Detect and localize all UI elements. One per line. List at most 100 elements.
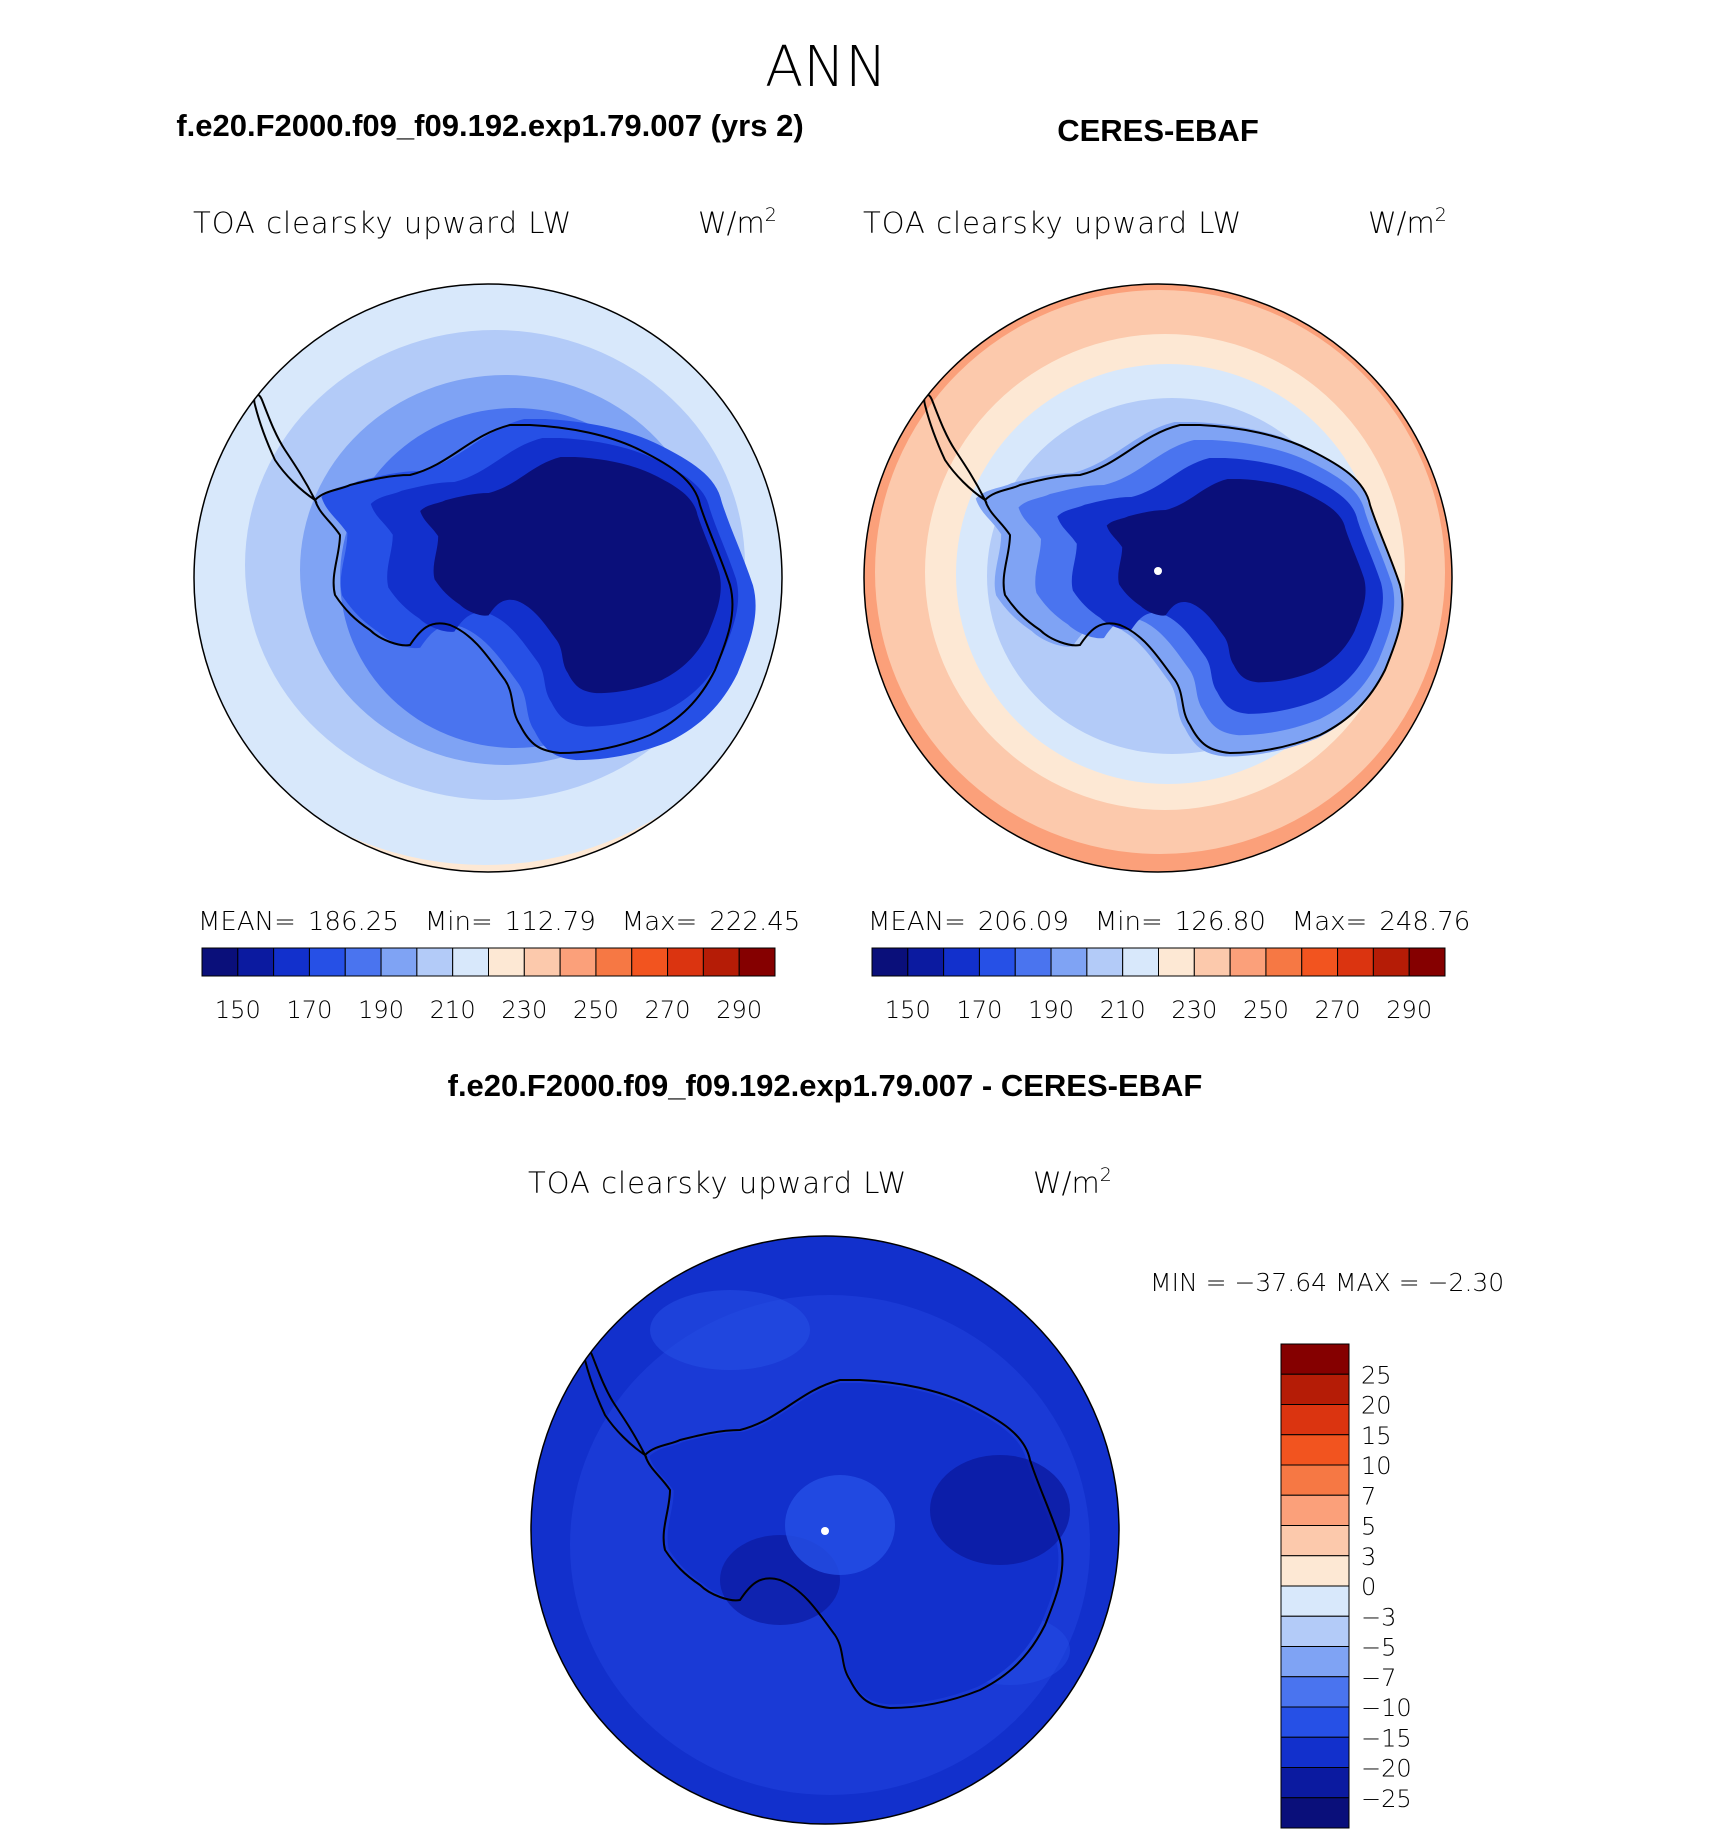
model-panel: f.e20.F2000.f09_f09.192.exp1.79.007 (yrs… bbox=[176, 108, 803, 1024]
model-colorbar: 150 170 190 210 230 250 270 290 bbox=[201, 947, 776, 1024]
model-colorbar-swatch bbox=[488, 947, 525, 977]
model-colorbar-tick-label: 210 bbox=[430, 996, 476, 1024]
obs-colorbar-swatch bbox=[1193, 947, 1231, 977]
difference-colorbar-swatch bbox=[1280, 1373, 1350, 1405]
model-colorbar-swatch bbox=[523, 947, 561, 977]
model-colorbar-swatch bbox=[416, 947, 454, 977]
difference-colorbar-swatch bbox=[1280, 1585, 1350, 1617]
model-colorbar-tick-label: 170 bbox=[287, 996, 333, 1024]
difference-panel-title: f.e20.F2000.f09_f09.192.exp1.79.007 - CE… bbox=[448, 1068, 1203, 1103]
obs-variable-label: TOA clearsky upward LW bbox=[863, 206, 1242, 240]
difference-colorbar-tick-label: −25 bbox=[1361, 1785, 1412, 1813]
difference-polar-map bbox=[531, 1236, 1119, 1824]
difference-colorbar-tick-label: 20 bbox=[1361, 1392, 1392, 1420]
difference-colorbar-swatch bbox=[1280, 1343, 1350, 1375]
difference-colorbar-swatch bbox=[1280, 1646, 1350, 1678]
model-colorbar-swatch bbox=[702, 947, 740, 977]
obs-map-border bbox=[863, 283, 1453, 873]
obs-colorbar-swatch bbox=[978, 947, 1016, 977]
obs-colorbar: 150 170 190 210 230 250 270 290 bbox=[871, 947, 1446, 1024]
difference-colorbar-swatch bbox=[1280, 1555, 1350, 1587]
model-panel-title: f.e20.F2000.f09_f09.192.exp1.79.007 (yrs… bbox=[176, 108, 803, 143]
model-colorbar-swatch bbox=[380, 947, 418, 977]
model-colorbar-tick-label: 250 bbox=[573, 996, 619, 1024]
difference-colorbar-tick-label: 10 bbox=[1361, 1452, 1392, 1480]
difference-colorbar-tick-label: −10 bbox=[1361, 1694, 1412, 1722]
obs-panel-title: CERES-EBAF bbox=[1057, 113, 1259, 148]
difference-colorbar-swatch bbox=[1280, 1767, 1350, 1799]
obs-colorbar-swatch bbox=[1122, 947, 1159, 977]
model-colorbar-swatch bbox=[237, 947, 275, 977]
obs-colorbar-swatch bbox=[1014, 947, 1052, 977]
model-colorbar-swatch bbox=[273, 947, 310, 977]
obs-stats: MEAN= 206.09 Min= 126.80 Max= 248.76 bbox=[868, 907, 1470, 937]
difference-map-border bbox=[530, 1235, 1120, 1825]
difference-colorbar-tick-label: 0 bbox=[1361, 1573, 1376, 1601]
difference-colorbar-swatch bbox=[1280, 1676, 1350, 1708]
obs-colorbar-tick-label: 210 bbox=[1100, 996, 1146, 1024]
model-colorbar-swatch bbox=[738, 947, 776, 977]
model-colorbar-tick-label: 190 bbox=[358, 996, 404, 1024]
obs-colorbar-swatch bbox=[1301, 947, 1339, 977]
difference-colorbar-swatch bbox=[1280, 1434, 1350, 1466]
obs-colorbar-swatch bbox=[1372, 947, 1410, 977]
difference-colorbar-tick-label: −20 bbox=[1361, 1755, 1412, 1783]
difference-colorbar-swatch bbox=[1280, 1706, 1350, 1738]
model-variable-label: TOA clearsky upward LW bbox=[193, 206, 572, 240]
obs-colorbar-swatch bbox=[871, 947, 909, 977]
model-colorbar-swatch bbox=[559, 947, 597, 977]
difference-colorbar-tick-label: −3 bbox=[1361, 1603, 1396, 1631]
obs-colorbar-swatch bbox=[1086, 947, 1124, 977]
model-colorbar-tick-label: 230 bbox=[501, 996, 547, 1024]
page-title: ANN bbox=[765, 35, 887, 100]
obs-panel: CERES-EBAF TOA clearsky upward LW W/m2 bbox=[863, 113, 1470, 1024]
difference-colorbar-tick-label: −15 bbox=[1361, 1724, 1412, 1752]
difference-colorbar-swatch bbox=[1280, 1797, 1350, 1829]
difference-colorbar-swatch bbox=[1280, 1404, 1350, 1436]
model-colorbar-swatch bbox=[344, 947, 382, 977]
difference-colorbar-swatch bbox=[1280, 1736, 1350, 1768]
model-colorbar-swatch bbox=[631, 947, 669, 977]
difference-colorbar-tick-label: −7 bbox=[1361, 1664, 1396, 1692]
difference-colorbar-tick-label: 7 bbox=[1361, 1482, 1376, 1510]
difference-units: W/m2 bbox=[1033, 1164, 1112, 1200]
model-colorbar-tick-label: 270 bbox=[645, 996, 691, 1024]
obs-colorbar-tick-label: 230 bbox=[1171, 996, 1217, 1024]
model-stats: MEAN= 186.25 Min= 112.79 Max= 222.45 bbox=[198, 907, 800, 937]
difference-colorbar-tick-label: −5 bbox=[1361, 1634, 1396, 1662]
model-colorbar-swatch bbox=[595, 947, 633, 977]
difference-panel: f.e20.F2000.f09_f09.192.exp1.79.007 - CE… bbox=[448, 1068, 1504, 1829]
obs-colorbar-tick-label: 170 bbox=[957, 996, 1003, 1024]
difference-colorbar-tick-label: 3 bbox=[1361, 1543, 1376, 1571]
model-colorbar-swatch bbox=[667, 947, 704, 977]
obs-colorbar-tick-label: 290 bbox=[1386, 996, 1432, 1024]
obs-colorbar-swatch bbox=[943, 947, 980, 977]
difference-variable-label: TOA clearsky upward LW bbox=[528, 1166, 907, 1200]
model-colorbar-swatch bbox=[452, 947, 489, 977]
difference-colorbar-tick-label: 15 bbox=[1361, 1422, 1392, 1450]
model-map-border bbox=[193, 283, 783, 873]
difference-minmax: MIN = −37.64 MAX = −2.30 bbox=[1150, 1268, 1504, 1297]
difference-colorbar-tick-label: 5 bbox=[1361, 1513, 1376, 1541]
difference-colorbar-swatch bbox=[1280, 1615, 1350, 1647]
model-polar-map bbox=[194, 284, 782, 872]
obs-colorbar-tick-label: 190 bbox=[1028, 996, 1074, 1024]
obs-polar-map bbox=[864, 284, 1452, 872]
model-colorbar-swatch bbox=[308, 947, 346, 977]
obs-colorbar-swatch bbox=[1265, 947, 1303, 977]
model-colorbar-tick-label: 150 bbox=[215, 996, 261, 1024]
difference-colorbar-swatch bbox=[1280, 1464, 1350, 1496]
obs-colorbar-swatch bbox=[1229, 947, 1267, 977]
obs-colorbar-tick-label: 150 bbox=[885, 996, 931, 1024]
obs-colorbar-swatch bbox=[1408, 947, 1446, 977]
obs-colorbar-swatch bbox=[1337, 947, 1374, 977]
difference-colorbar-swatch bbox=[1280, 1525, 1350, 1557]
obs-colorbar-tick-label: 270 bbox=[1315, 996, 1361, 1024]
obs-colorbar-swatch bbox=[907, 947, 945, 977]
model-colorbar-tick-label: 290 bbox=[716, 996, 762, 1024]
difference-colorbar-tick-label: 25 bbox=[1361, 1361, 1392, 1389]
model-units: W/m2 bbox=[698, 204, 777, 240]
obs-units: W/m2 bbox=[1368, 204, 1447, 240]
